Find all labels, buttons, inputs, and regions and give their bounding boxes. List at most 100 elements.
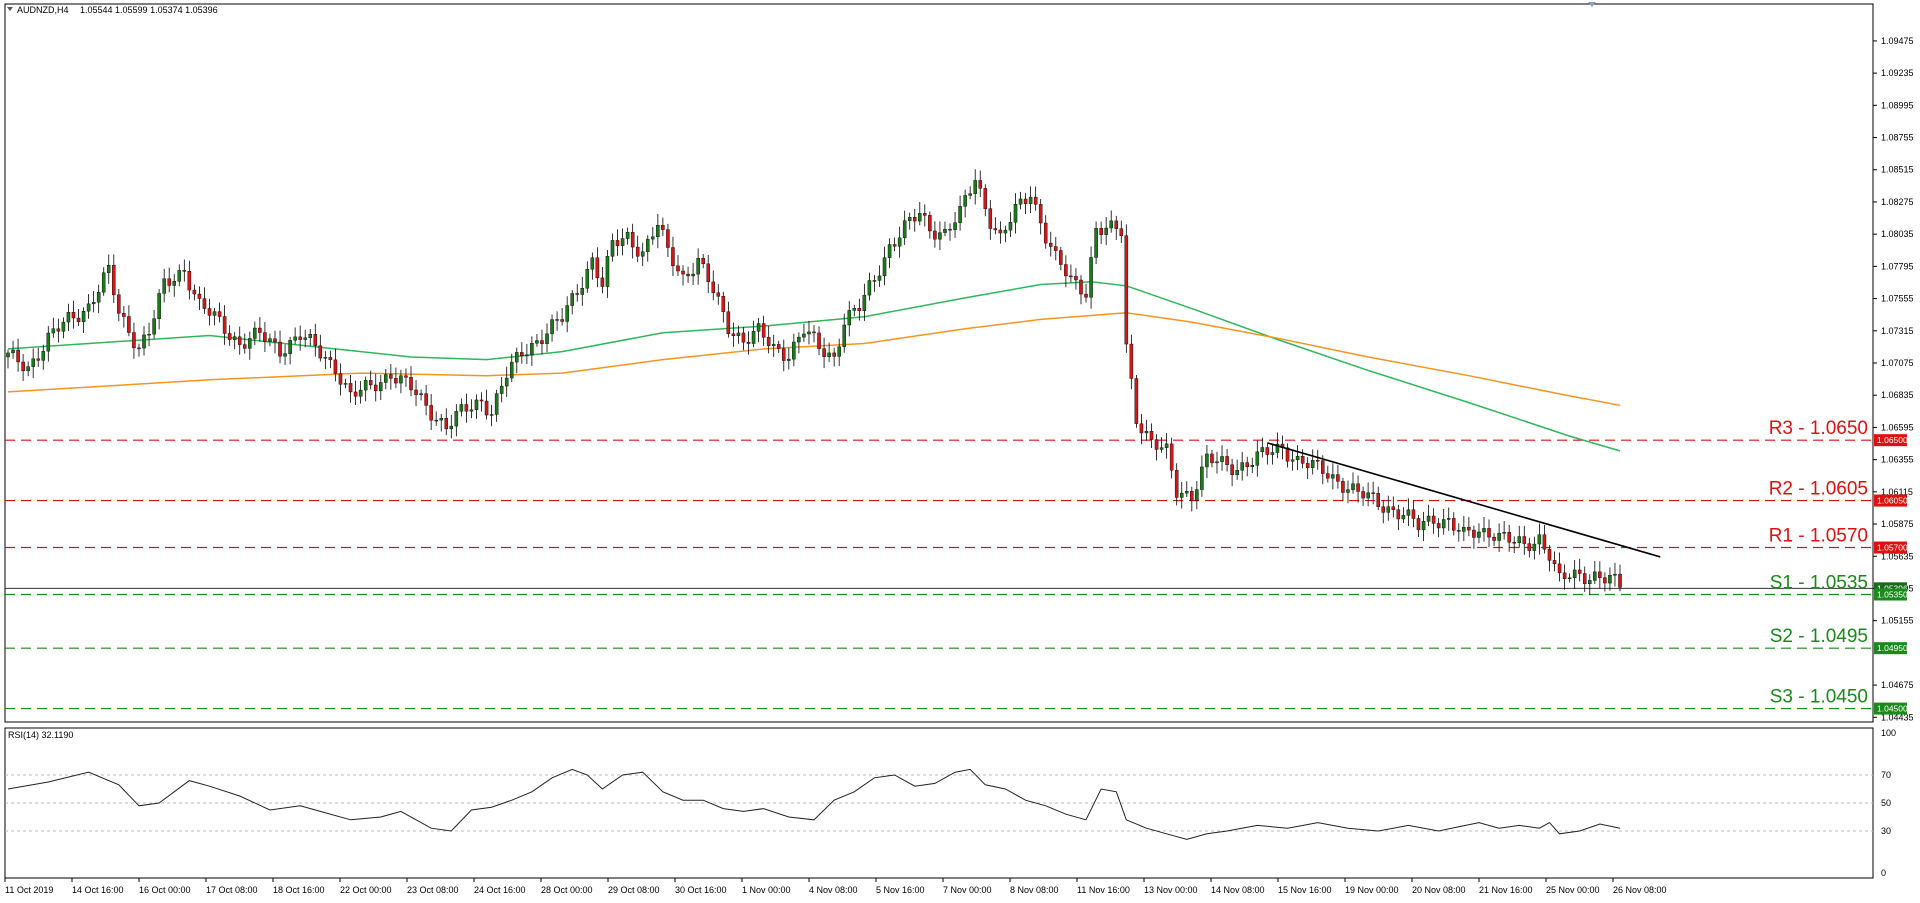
candle-body <box>862 294 867 312</box>
candle-body <box>6 352 10 358</box>
candle-body <box>1351 483 1355 490</box>
candle-body <box>852 308 857 311</box>
candle-body <box>439 418 443 421</box>
time-axis-label: 16 Oct 00:00 <box>139 885 191 895</box>
candle-body <box>887 244 892 258</box>
time-axis-label: 28 Oct 00:00 <box>541 885 593 895</box>
candle-body <box>651 236 655 240</box>
candle-body <box>782 348 786 361</box>
candle-body <box>1608 575 1612 584</box>
rsi-axis-label: 70 <box>1881 770 1891 780</box>
candle-body <box>550 319 554 335</box>
candle-body <box>1562 572 1567 579</box>
candle-body <box>872 280 877 282</box>
candle-body <box>152 318 156 335</box>
candle-body <box>36 358 40 361</box>
candle-body <box>1598 571 1602 578</box>
candle-body <box>258 327 262 333</box>
candle-body <box>348 383 353 393</box>
candle-body <box>1472 529 1476 538</box>
price-axis-label: 1.05875 <box>1881 519 1914 529</box>
candle-body <box>509 361 514 379</box>
candle-body <box>248 338 252 349</box>
shift-marker-icon[interactable] <box>1588 2 1596 7</box>
candle-body <box>525 354 529 357</box>
candle-body <box>1300 456 1305 464</box>
candle-body <box>530 343 534 356</box>
price-axis-label: 1.06835 <box>1881 390 1914 400</box>
candle-body <box>520 352 524 357</box>
candle-body <box>86 303 91 312</box>
time-axis-label: 1 Nov 00:00 <box>742 885 791 895</box>
candle-body <box>313 333 318 346</box>
candle-body <box>212 311 217 316</box>
candle-body <box>560 319 564 322</box>
candle-body <box>1109 220 1113 229</box>
candle-body <box>399 375 403 384</box>
price-axis-label: 1.06355 <box>1881 455 1914 465</box>
time-axis-label: 24 Oct 16:00 <box>474 885 526 895</box>
price-axis-label: 1.07315 <box>1881 326 1914 336</box>
candle-body <box>1008 221 1013 231</box>
candle-body <box>1336 474 1340 482</box>
candle-body <box>792 341 796 360</box>
candle-body <box>1054 246 1058 251</box>
candle-body <box>1295 456 1300 460</box>
candle-body <box>298 336 302 340</box>
candle-body <box>1235 470 1239 476</box>
candle-body <box>16 349 20 363</box>
candle-body <box>237 336 242 345</box>
candle-body <box>142 334 146 349</box>
candle-body <box>1114 220 1119 229</box>
candle-body <box>867 280 872 296</box>
candle-body <box>1593 571 1597 581</box>
candle-body <box>1270 452 1275 455</box>
candle-body <box>384 374 388 383</box>
candle-body <box>923 213 927 216</box>
candle-body <box>1230 464 1234 476</box>
price-tag-label: 1.06050 <box>1877 496 1908 506</box>
candle-body <box>590 257 595 270</box>
candle-body <box>1260 447 1265 453</box>
candle-body <box>1356 483 1360 492</box>
candle-body <box>243 344 247 349</box>
candle-body <box>711 281 716 293</box>
candle-body <box>1396 509 1401 520</box>
candle-body <box>469 409 474 412</box>
level-label: S1 - 1.0535 <box>1770 573 1868 594</box>
candle-body <box>1492 536 1496 541</box>
candle-body <box>1119 228 1124 236</box>
ma-fast-line <box>7 281 1621 452</box>
candle-body <box>1018 198 1023 205</box>
candle-body <box>842 324 846 347</box>
candle-body <box>1567 577 1572 580</box>
candle-body <box>1225 456 1229 465</box>
price-axis-label: 1.07795 <box>1881 261 1914 271</box>
candle-body <box>1401 515 1406 520</box>
candle-body <box>701 257 705 265</box>
candle-body <box>1149 431 1154 440</box>
chart-menu-icon[interactable] <box>7 7 13 11</box>
candle-body <box>1124 235 1129 345</box>
candle-body <box>1326 473 1330 479</box>
candle-body <box>787 358 791 361</box>
time-axis-label: 29 Oct 08:00 <box>608 885 660 895</box>
candle-body <box>1441 519 1446 529</box>
candle-body <box>912 217 917 222</box>
price-tag-bg <box>1874 588 1907 601</box>
candle-body <box>1129 343 1134 379</box>
candle-body <box>1210 453 1214 464</box>
candle-body <box>424 393 428 406</box>
candle-body <box>595 257 600 279</box>
candle-body <box>167 278 171 286</box>
candle-body <box>948 228 952 231</box>
price-axis-label: 1.07555 <box>1881 294 1914 304</box>
price-tag-label: 1.05350 <box>1877 590 1908 600</box>
price-tag-label: 1.04500 <box>1877 704 1908 714</box>
candle-body <box>122 313 126 317</box>
candle-body <box>1588 580 1592 585</box>
candle-body <box>902 220 907 239</box>
price-tag-bg <box>1874 434 1907 447</box>
